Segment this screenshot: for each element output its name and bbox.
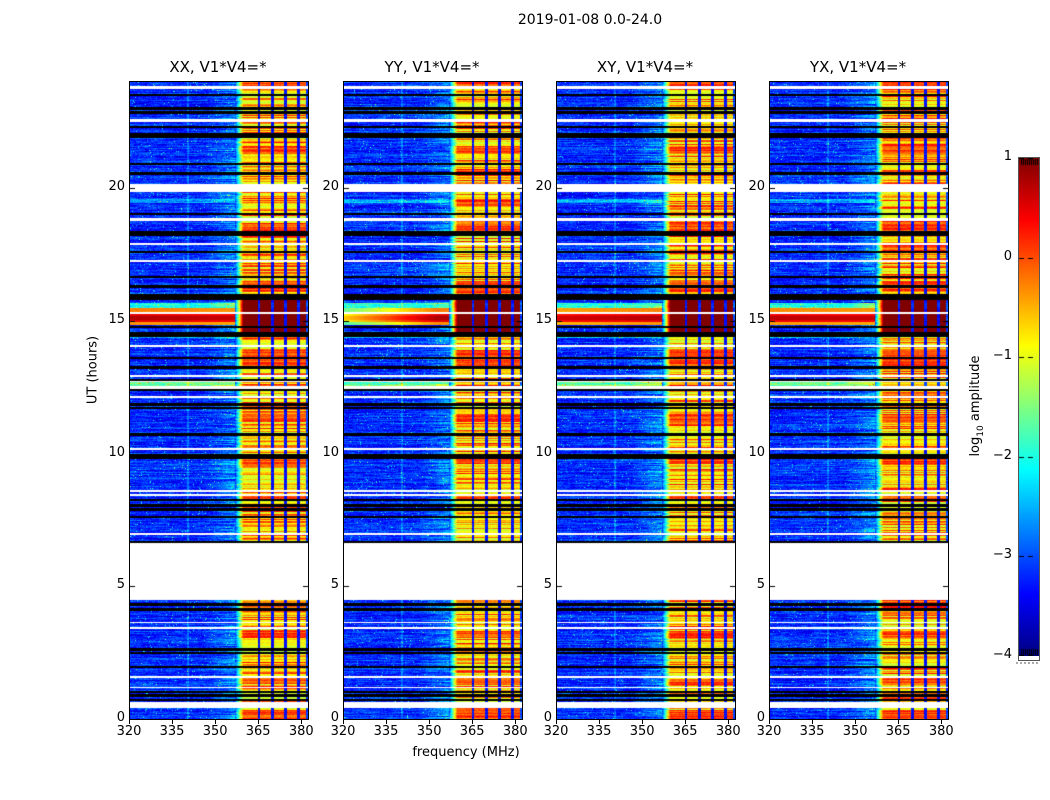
- x-tick-label: 320: [543, 724, 569, 739]
- y-tick-label: 15: [748, 311, 765, 327]
- x-tick-mark: [515, 720, 517, 724]
- x-axis-label: frequency (MHz): [412, 745, 520, 760]
- spectrogram-canvas-xy: [557, 82, 735, 719]
- x-tick-label: 365: [245, 724, 271, 739]
- x-tick-label: 350: [629, 724, 655, 739]
- x-tick-mark: [258, 720, 260, 724]
- x-tick-mark: [728, 720, 730, 724]
- x-tick-label: 335: [799, 724, 825, 739]
- colorbar-tick-label: −1: [992, 348, 1012, 364]
- colorbar-tick-label: 0: [1003, 248, 1012, 264]
- x-tick-mark: [215, 720, 217, 724]
- x-tick-mark: [599, 720, 601, 724]
- x-tick-label: 335: [373, 724, 399, 739]
- x-tick-mark: [129, 720, 130, 724]
- y-tick-label: 15: [108, 311, 125, 327]
- x-tick-label: 380: [502, 724, 528, 739]
- x-tick-label: 335: [159, 724, 185, 739]
- spectrogram-panel-yy: [343, 81, 523, 720]
- y-tick-label: 20: [748, 179, 765, 195]
- spectrogram-panel-xy: [556, 81, 736, 720]
- spectrogram-canvas-yy: [344, 82, 522, 719]
- x-tick-label: 365: [459, 724, 485, 739]
- y-tick-label: 20: [535, 179, 552, 195]
- panel-title-yx: YX, V1*V4=*: [809, 58, 907, 76]
- x-tick-label: 380: [288, 724, 314, 739]
- x-tick-mark: [386, 720, 388, 724]
- y-tick-label: 0: [116, 710, 125, 725]
- y-tick-label: 10: [322, 444, 339, 460]
- panel-title-xy: XY, V1*V4=*: [596, 58, 694, 76]
- y-tick-label: 0: [543, 710, 552, 725]
- chart-title: 2019-01-08 0.0-24.0: [517, 12, 663, 28]
- colorbar: [1018, 157, 1040, 661]
- panel-title-xx: XX, V1*V4=*: [169, 58, 267, 76]
- x-tick-label: 365: [672, 724, 698, 739]
- x-tick-mark: [642, 720, 644, 724]
- x-tick-label: 320: [756, 724, 782, 739]
- y-tick-label: 15: [535, 311, 552, 327]
- panel-title-yy: YY, V1*V4=*: [384, 58, 480, 76]
- colorbar-tick-label: −3: [992, 547, 1012, 563]
- y-tick-label: 10: [535, 444, 552, 460]
- y-tick-label: 0: [330, 710, 339, 725]
- x-tick-mark: [556, 720, 557, 724]
- colorbar-label: log10 amplitude: [968, 355, 986, 456]
- colorbar-tick-label: −4: [992, 647, 1012, 662]
- x-tick-mark: [429, 720, 431, 724]
- x-tick-label: 350: [842, 724, 868, 739]
- spectrogram-canvas-yx: [770, 82, 948, 719]
- y-tick-label: 20: [108, 179, 125, 195]
- colorbar-tick-label: −2: [992, 447, 1012, 463]
- x-tick-mark: [769, 720, 770, 724]
- x-tick-label: 320: [330, 724, 356, 739]
- spectrogram-panel-xx: [129, 81, 309, 720]
- y-tick-label: 20: [322, 179, 339, 195]
- x-tick-mark: [898, 720, 900, 724]
- x-tick-label: 350: [416, 724, 442, 739]
- x-tick-mark: [812, 720, 814, 724]
- colorbar-canvas: [1019, 158, 1039, 656]
- colorbar-label-prefix: log: [968, 436, 984, 457]
- x-tick-label: 320: [116, 724, 142, 739]
- y-tick-label: 15: [322, 311, 339, 327]
- y-tick-label: 10: [108, 444, 125, 460]
- x-tick-mark: [301, 720, 303, 724]
- y-tick-label: 5: [756, 577, 765, 593]
- x-tick-label: 380: [715, 724, 741, 739]
- colorbar-label-sub: 10: [975, 425, 986, 437]
- y-tick-label: 5: [116, 577, 125, 593]
- y-tick-label: 5: [330, 577, 339, 593]
- x-tick-mark: [343, 720, 344, 724]
- colorbar-tick-label: 1: [1003, 149, 1012, 164]
- y-tick-label: 10: [748, 444, 765, 460]
- colorbar-extend-dots: [1016, 662, 1038, 664]
- spectrogram-panel-yx: [769, 81, 949, 720]
- x-tick-mark: [685, 720, 687, 724]
- x-tick-label: 350: [202, 724, 228, 739]
- spectrogram-canvas-xx: [130, 82, 308, 719]
- colorbar-label-suffix: amplitude: [968, 355, 984, 426]
- y-axis-label: UT (hours): [85, 335, 101, 405]
- y-tick-label: 0: [756, 710, 765, 725]
- x-tick-mark: [855, 720, 857, 724]
- y-tick-label: 5: [543, 577, 552, 593]
- x-tick-label: 380: [928, 724, 954, 739]
- x-tick-label: 365: [885, 724, 911, 739]
- x-tick-mark: [472, 720, 474, 724]
- x-tick-mark: [941, 720, 943, 724]
- x-tick-label: 335: [586, 724, 612, 739]
- x-tick-mark: [172, 720, 174, 724]
